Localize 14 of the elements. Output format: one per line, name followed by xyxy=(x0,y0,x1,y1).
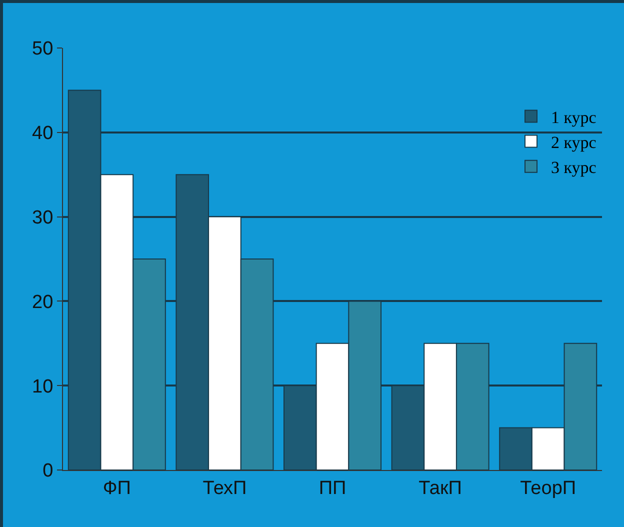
x-tick-label: ФП xyxy=(102,478,131,499)
y-tick-label: 20 xyxy=(32,292,54,313)
legend-label: 2 курс xyxy=(551,132,597,152)
y-tick-label: 40 xyxy=(32,123,54,144)
legend-label: 1 курс xyxy=(551,108,597,127)
legend-label: 3 курс xyxy=(551,158,597,178)
x-tick-label: ТеорП xyxy=(520,478,576,499)
y-tick-label: 30 xyxy=(32,207,54,228)
x-tick-label: ТакП xyxy=(418,478,462,499)
y-tick-label: 0 xyxy=(42,460,54,482)
y-tick-label: 10 xyxy=(32,376,54,398)
y-tick-label: 50 xyxy=(32,38,54,60)
x-tick-label: ПП xyxy=(318,478,346,499)
x-tick-label: ТехП xyxy=(202,478,247,499)
